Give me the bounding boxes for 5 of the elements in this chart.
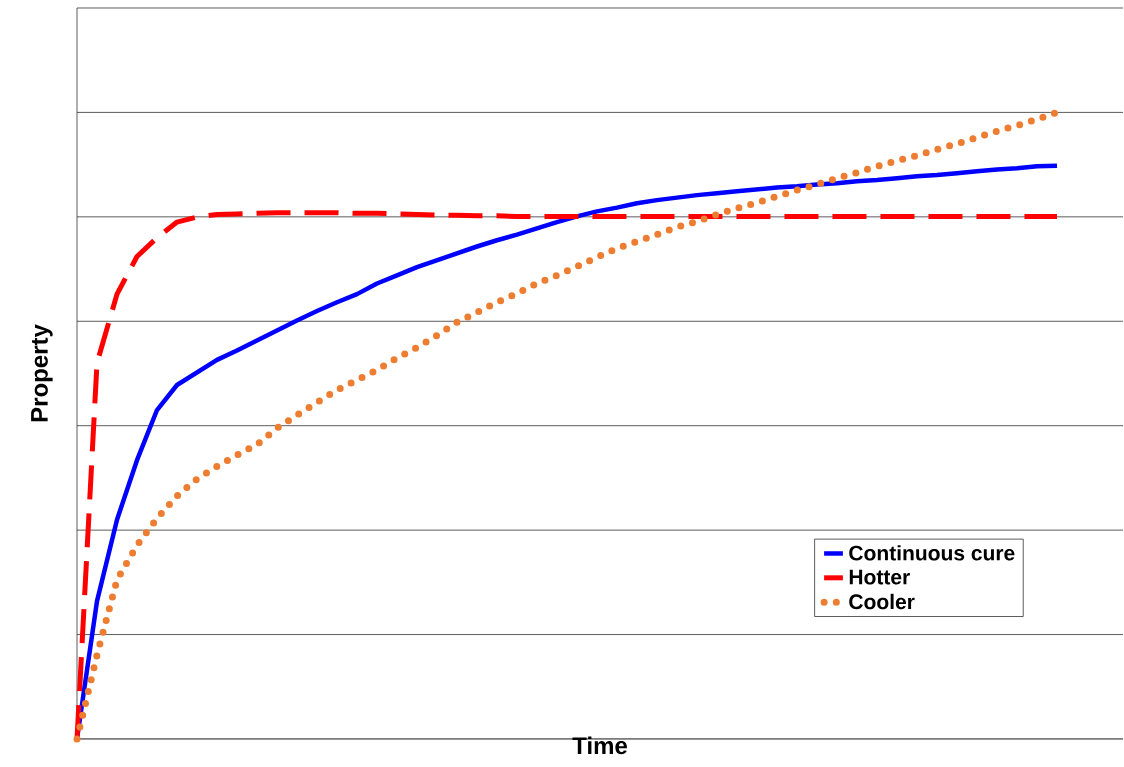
legend-label: Cooler (849, 593, 915, 610)
y-axis-title: Property (31, 324, 53, 422)
x-axis-title: Time (572, 736, 627, 755)
legend-label: Hotter (849, 569, 910, 585)
legend-label: Continuous cure (849, 545, 1015, 561)
